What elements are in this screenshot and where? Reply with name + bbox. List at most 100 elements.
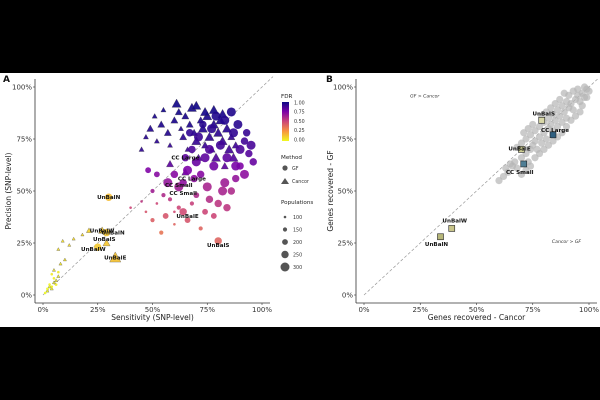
y-tick-label: 0%: [21, 292, 32, 300]
gf-point: [202, 182, 212, 192]
cancor-point: [171, 98, 182, 108]
gene-point: [562, 122, 571, 131]
fdr-legend-tick: 0.50: [294, 119, 305, 125]
gene-point: [574, 85, 582, 93]
region-note: GF > Cancor: [410, 93, 440, 99]
gf-point: [144, 210, 148, 214]
cancor-point: [56, 247, 61, 251]
populations-legend-label: 300: [293, 265, 302, 271]
y-tick-label: 100%: [12, 84, 32, 92]
gf-point: [54, 283, 58, 286]
point-label: UnBalN: [97, 195, 120, 201]
gf-point: [215, 140, 225, 150]
gf-point: [207, 124, 217, 134]
gene-point: [531, 154, 539, 162]
populations-legend-symbol: [282, 239, 288, 245]
gf-point: [229, 128, 239, 138]
cancor-point: [45, 288, 50, 293]
gene-point: [569, 106, 577, 114]
cancor-point: [146, 124, 155, 132]
cancor-point: [67, 243, 72, 247]
cancor-point: [185, 120, 194, 128]
panel-a: A 0% 25% 50% 75% 100% 0% 25% 50% 75% 100% Sensitivi…: [3, 75, 313, 322]
gf-point: [188, 145, 196, 154]
gf-point: [196, 170, 205, 179]
gf-point: [249, 158, 257, 166]
y-tick-label: 100%: [333, 84, 353, 92]
cancor-point: [154, 138, 160, 144]
gf-point: [46, 287, 49, 291]
gf-point: [240, 137, 249, 145]
gf-point: [218, 186, 228, 196]
cancor-point: [47, 284, 52, 289]
cancor-point: [204, 131, 215, 141]
cancor-point: [160, 106, 167, 113]
gf-point: [211, 111, 221, 121]
cancor-point: [178, 125, 184, 131]
y-axis-title: Precision (SNP-level): [4, 152, 13, 229]
point-label: CC Small: [169, 191, 197, 197]
populations-legend-label: 100: [293, 215, 302, 221]
y-tick-label: 50%: [337, 188, 353, 196]
gf-point: [209, 161, 219, 171]
gf-point: [232, 174, 240, 183]
cancor-point: [56, 274, 61, 278]
point-label: CC Large: [171, 156, 199, 162]
method-legend-title: Method: [281, 155, 302, 161]
populations-legend-symbol: [283, 215, 287, 219]
cancor-point: [71, 236, 76, 241]
gf-point: [170, 170, 179, 179]
fdr-colorbar: [282, 102, 289, 141]
populations-legend-label: 200: [293, 240, 302, 246]
gf-point: [223, 203, 231, 212]
cancor-point: [143, 133, 149, 140]
gf-point: [222, 153, 232, 163]
point-label: UnBalW: [90, 229, 115, 235]
gf-point: [193, 192, 200, 199]
cancor-point: [80, 232, 85, 237]
point-label: UnBalE: [104, 256, 126, 262]
gf-point: [191, 157, 201, 167]
gf-point: [193, 132, 203, 142]
cancor-point: [224, 144, 235, 154]
gf-point: [94, 243, 102, 251]
x-tick-label: 25%: [90, 306, 106, 314]
populations-legend-symbol: [282, 227, 288, 232]
cancor-point: [109, 251, 122, 263]
cancor-point: [220, 162, 229, 170]
gf-point: [43, 291, 47, 295]
gf-point: [200, 153, 210, 163]
fdr-legend-tick: 1.00: [294, 101, 305, 107]
gf-point: [184, 217, 191, 224]
gf-point: [198, 226, 203, 231]
gf-point: [176, 205, 181, 210]
gf-point: [57, 270, 60, 274]
y-tick-label: 75%: [337, 136, 353, 144]
gf-point: [105, 193, 113, 201]
region-note: Cancor > GF: [552, 239, 581, 245]
gf-point: [50, 285, 54, 288]
gene-point: [502, 164, 510, 172]
gene-point: [517, 170, 526, 178]
method-legend-cancor-symbol: [281, 178, 289, 184]
cancor-point: [163, 128, 172, 136]
gf-point: [210, 213, 217, 219]
cancor-point: [213, 127, 224, 137]
cancor-point: [58, 261, 63, 266]
gf-point: [246, 140, 256, 150]
point-label: UnBalS: [93, 237, 116, 243]
figure-svg: A 0% 25% 50% 75% 100% 0% 25% 50% 75% 100% Sensitivi…: [3, 75, 599, 322]
gf-point: [220, 178, 230, 188]
populations-legend-symbol: [281, 250, 289, 259]
populations-legend-label: 250: [293, 253, 302, 259]
gene-point: [578, 102, 586, 110]
highlight-point: [448, 225, 456, 232]
gf-point: [245, 149, 253, 158]
cancor-point: [86, 227, 92, 233]
populations-legend-symbol: [280, 262, 290, 272]
gf-point: [102, 228, 111, 237]
cancor-point: [181, 112, 190, 120]
x-axis-title: Genes recovered - Cancor: [428, 313, 526, 322]
gene-point: [585, 87, 593, 95]
gene-point: [583, 93, 591, 101]
